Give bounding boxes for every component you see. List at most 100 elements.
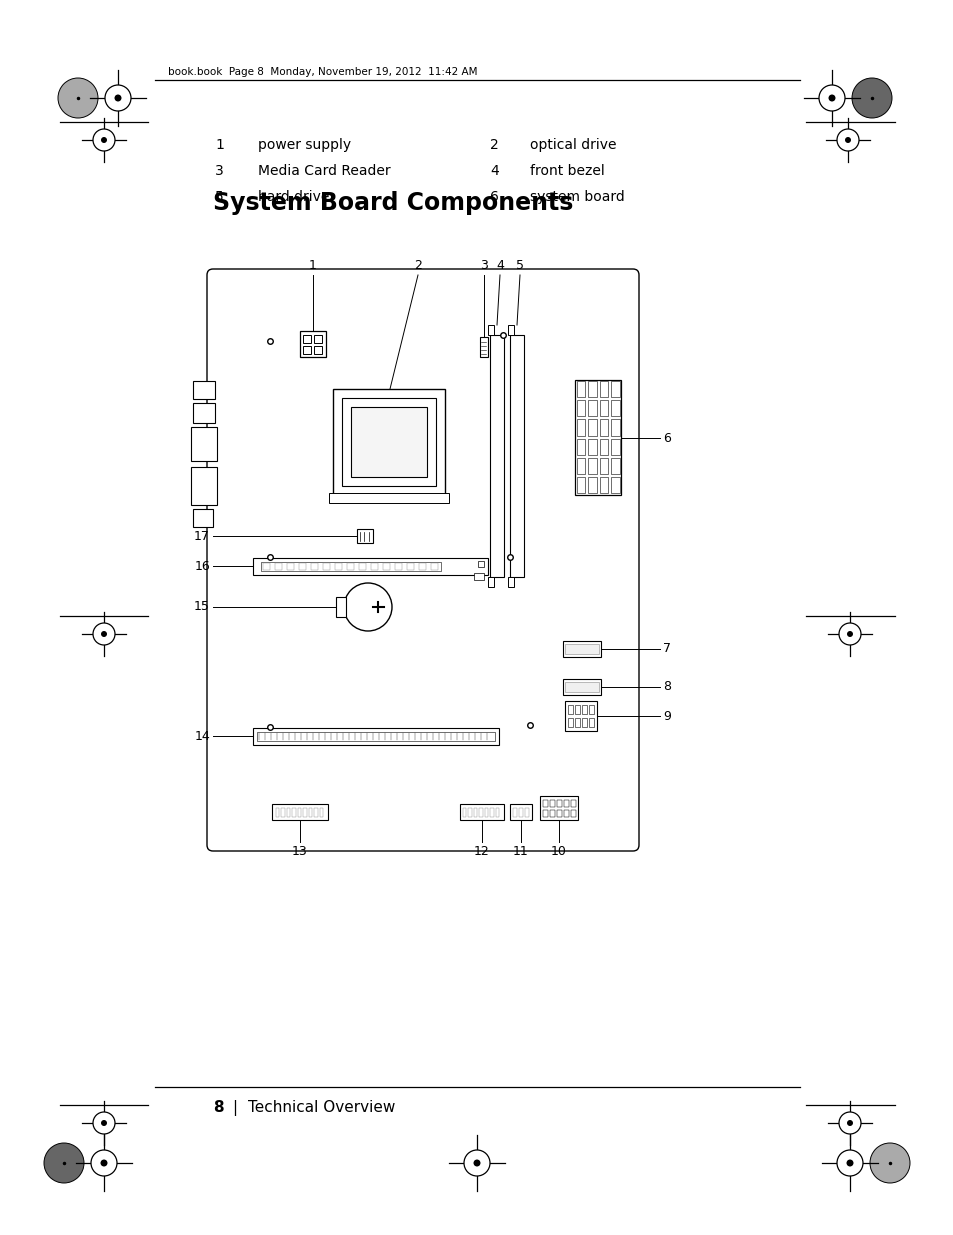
Bar [577, 382, 585, 398]
Circle shape [869, 1144, 909, 1183]
Bar [193, 403, 214, 424]
Circle shape [101, 137, 107, 143]
Text: 8: 8 [213, 1100, 223, 1115]
Bar [468, 808, 472, 818]
Text: 8: 8 [662, 680, 670, 694]
Bar [256, 732, 495, 741]
Bar [611, 438, 619, 454]
Circle shape [92, 1112, 115, 1134]
Bar [474, 573, 483, 580]
Circle shape [818, 85, 844, 111]
Circle shape [836, 128, 858, 151]
Bar [588, 458, 597, 474]
Text: 9: 9 [662, 709, 670, 722]
Text: 16: 16 [194, 559, 210, 573]
Bar [513, 808, 517, 818]
Bar [563, 800, 568, 806]
Circle shape [827, 95, 835, 101]
Text: 10: 10 [551, 845, 566, 858]
Bar [333, 389, 444, 495]
Bar [524, 808, 529, 818]
Bar [562, 641, 600, 657]
Circle shape [838, 1112, 861, 1134]
Bar [575, 705, 579, 714]
Circle shape [92, 128, 115, 151]
Circle shape [101, 1120, 107, 1126]
Text: 5: 5 [516, 259, 523, 272]
Bar [484, 808, 488, 818]
Bar [479, 337, 488, 357]
Bar [281, 808, 285, 818]
Circle shape [851, 78, 891, 119]
Bar [563, 810, 568, 818]
Text: 4: 4 [490, 164, 498, 178]
Text: 1: 1 [214, 138, 224, 152]
Bar [335, 597, 346, 618]
Bar [539, 797, 578, 820]
Bar [575, 380, 620, 495]
Bar [490, 808, 494, 818]
Bar [490, 335, 503, 577]
Bar [564, 701, 597, 731]
Bar [611, 400, 619, 416]
Text: power supply: power supply [257, 138, 351, 152]
Bar [299, 331, 326, 357]
Bar [474, 808, 477, 818]
Bar [253, 727, 498, 745]
Bar [518, 808, 522, 818]
Circle shape [845, 1160, 853, 1167]
Bar [314, 335, 322, 343]
Bar [298, 563, 306, 571]
Circle shape [838, 622, 861, 645]
Bar [562, 679, 600, 695]
Circle shape [58, 78, 98, 119]
Circle shape [114, 95, 121, 101]
Bar [510, 335, 523, 577]
Bar [314, 346, 322, 354]
Bar [431, 563, 437, 571]
Bar [599, 458, 608, 474]
Bar [479, 808, 482, 818]
Circle shape [846, 631, 852, 637]
Text: 13: 13 [292, 845, 308, 858]
Text: Media Card Reader: Media Card Reader [257, 164, 390, 178]
Bar [371, 563, 377, 571]
Circle shape [101, 631, 107, 637]
Bar [418, 563, 426, 571]
Bar [588, 382, 597, 398]
Bar [261, 562, 440, 571]
Bar [571, 810, 576, 818]
Bar [309, 808, 313, 818]
Bar [297, 808, 301, 818]
Bar [575, 718, 579, 727]
Text: 3: 3 [214, 164, 224, 178]
Text: system board: system board [530, 190, 624, 204]
Text: 12: 12 [474, 845, 489, 858]
Bar [577, 400, 585, 416]
Bar [599, 400, 608, 416]
Bar [577, 458, 585, 474]
Bar [274, 563, 282, 571]
Bar [488, 577, 494, 587]
Bar [462, 808, 466, 818]
Bar [275, 808, 279, 818]
Circle shape [836, 1150, 862, 1176]
Circle shape [844, 137, 850, 143]
Bar [599, 420, 608, 436]
Bar [335, 563, 341, 571]
Bar [459, 804, 503, 820]
Bar [358, 563, 366, 571]
Bar [263, 563, 270, 571]
Text: System Board Components: System Board Components [213, 191, 573, 215]
Bar [611, 477, 619, 493]
Bar [611, 458, 619, 474]
Circle shape [92, 622, 115, 645]
Text: 1: 1 [309, 259, 316, 272]
Text: optical drive: optical drive [530, 138, 616, 152]
Text: |: | [232, 1100, 237, 1116]
Bar [341, 398, 436, 487]
Bar [347, 563, 354, 571]
Bar [611, 382, 619, 398]
Circle shape [846, 1120, 852, 1126]
Text: 5: 5 [214, 190, 224, 204]
